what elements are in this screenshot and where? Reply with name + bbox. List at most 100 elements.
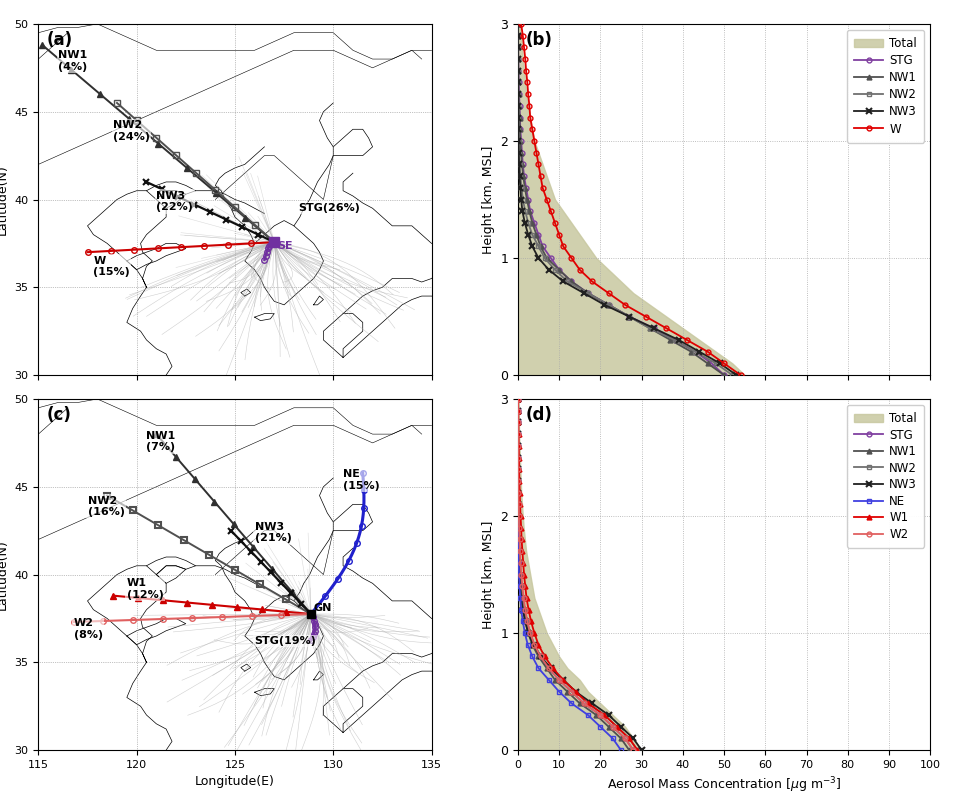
NW2 [515, 172, 526, 181]
STG [513, 66, 525, 76]
W [533, 160, 545, 169]
NW1 [512, 406, 524, 416]
NW2 [516, 183, 527, 192]
NW1 [515, 148, 526, 157]
NW2 [512, 417, 524, 427]
W1 [528, 628, 540, 638]
STG [525, 628, 536, 638]
STG [512, 429, 524, 439]
NW1 [519, 183, 530, 192]
STG [528, 218, 540, 227]
STG [537, 242, 549, 251]
NW2 [690, 347, 701, 357]
W [702, 347, 713, 357]
W2 [553, 675, 565, 685]
NE [566, 698, 577, 708]
NW3 [731, 370, 742, 380]
NW1 [513, 89, 525, 99]
NE [595, 722, 606, 732]
W1 [518, 570, 529, 579]
NW2 [520, 207, 531, 216]
W [524, 101, 535, 111]
NW1 [702, 358, 713, 368]
W1 [514, 488, 526, 497]
W1 [517, 547, 528, 556]
NW1 [603, 722, 615, 732]
W [526, 124, 538, 134]
STG [512, 441, 524, 451]
NW2 [539, 253, 550, 263]
Y-axis label: Latitude(N): Latitude(N) [0, 539, 9, 610]
NW1 [623, 745, 635, 755]
W [523, 89, 534, 99]
STG [566, 687, 577, 697]
NW1 [514, 124, 526, 134]
NW3 [519, 218, 530, 227]
NW2 [512, 406, 524, 416]
NE [512, 535, 524, 544]
W1 [520, 582, 531, 591]
W [517, 31, 528, 41]
STG [566, 277, 577, 286]
W [640, 312, 651, 322]
Text: W1
(12%): W1 (12%) [127, 578, 164, 599]
Line: W2: W2 [516, 397, 636, 753]
NW2 [512, 19, 524, 29]
NW3 [512, 113, 524, 122]
W2 [517, 582, 528, 591]
W [603, 288, 615, 298]
NW3 [513, 547, 525, 556]
NW2 [514, 558, 526, 567]
NW3 [533, 253, 545, 263]
NW2 [513, 535, 525, 544]
STG [528, 640, 540, 650]
STG [718, 370, 730, 380]
W [521, 66, 532, 76]
Text: STG(26%): STG(26%) [298, 203, 360, 213]
NW1 [524, 207, 535, 216]
NW1 [523, 628, 534, 638]
NE [582, 710, 594, 720]
W [518, 42, 529, 52]
NW3 [513, 160, 525, 169]
NW1 [512, 452, 524, 462]
NE [514, 582, 526, 591]
STG [512, 476, 524, 486]
NW2 [545, 663, 556, 673]
NW1 [623, 312, 635, 322]
W1 [539, 652, 550, 662]
W1 [512, 394, 524, 404]
NW1 [520, 617, 531, 626]
NW2 [550, 265, 561, 275]
STG [603, 300, 615, 310]
NW3 [513, 148, 525, 157]
STG [512, 464, 524, 474]
STG [514, 113, 526, 122]
STG [690, 347, 701, 357]
NW2 [603, 300, 615, 310]
NW2 [727, 370, 738, 380]
W2 [528, 640, 540, 650]
NE [512, 500, 524, 509]
W [573, 265, 585, 275]
NW2 [533, 242, 545, 251]
W1 [513, 417, 525, 427]
W [553, 230, 565, 239]
NW2 [535, 652, 547, 662]
STG [706, 358, 717, 368]
NW2 [512, 113, 524, 122]
NW3 [714, 358, 726, 368]
W1 [515, 523, 526, 532]
NW3 [512, 429, 524, 439]
NW3 [512, 77, 524, 87]
NE [512, 452, 524, 462]
NE [515, 593, 526, 602]
STG [595, 710, 606, 720]
NW3 [623, 312, 635, 322]
W [735, 370, 746, 380]
NW3 [603, 710, 615, 720]
NW1 [566, 277, 577, 286]
W1 [513, 464, 525, 474]
W2 [525, 628, 536, 638]
NW1 [512, 19, 524, 29]
